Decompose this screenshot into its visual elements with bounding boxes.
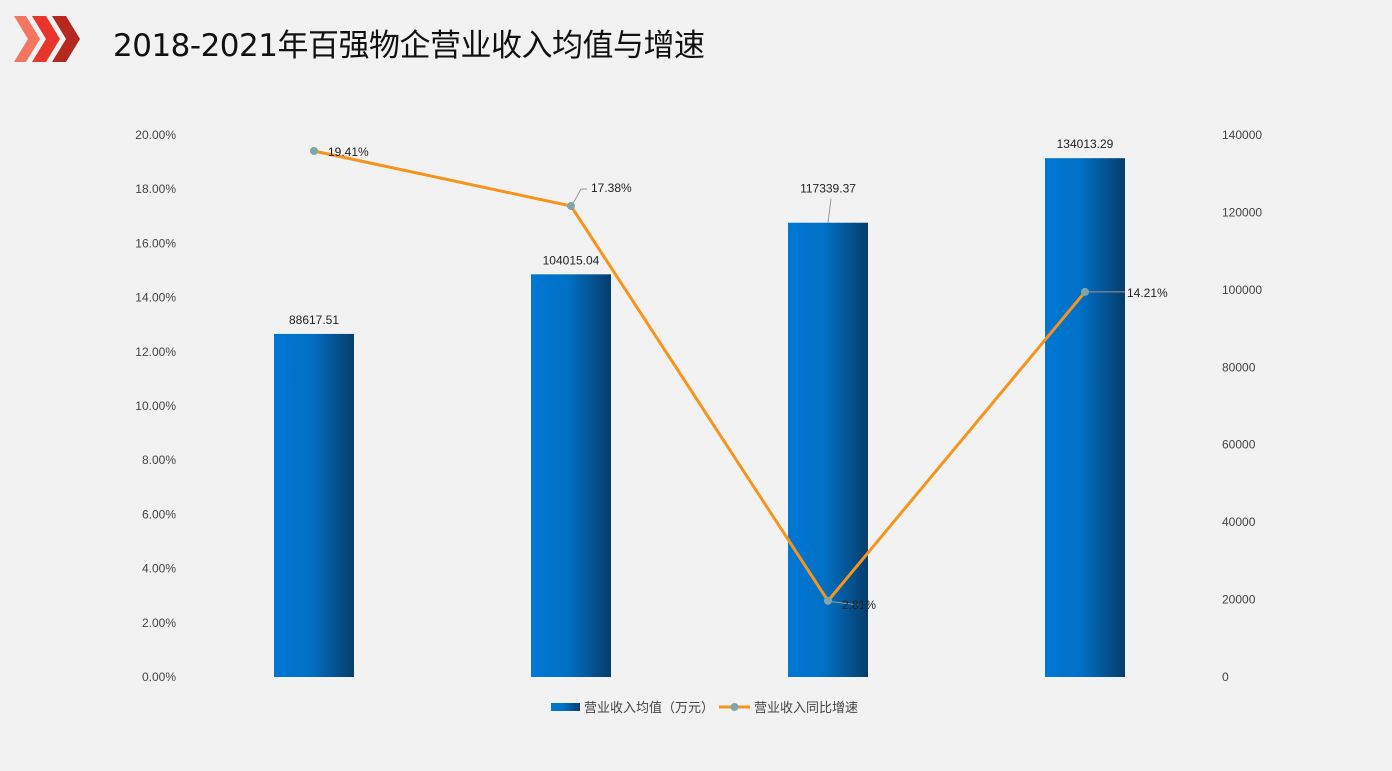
line-data-label: 2.81% [842, 598, 876, 612]
left-axis-tick: 4.00% [142, 562, 176, 576]
legend-bar-label: 营业收入均值（万元） [584, 700, 714, 716]
line-series [313, 149, 1087, 604]
chart-title: 2018-2021年百强物企营业收入均值与增速 [113, 28, 705, 64]
chevron-arrows-icon [14, 16, 80, 62]
right-axis-tick: 80000 [1222, 360, 1256, 374]
left-axis-tick: 16.00% [135, 236, 176, 250]
right-axis-tick: 0 [1222, 670, 1229, 684]
left-axis-tick: 8.00% [142, 453, 176, 467]
right-axis-tick: 40000 [1222, 515, 1256, 529]
bar-data-label: 117339.37 [800, 182, 856, 196]
left-axis-tick: 18.00% [135, 182, 176, 196]
right-axis-tick: 20000 [1222, 593, 1256, 607]
bar-data-label: 134013.29 [1057, 137, 1114, 151]
leader-line [827, 198, 832, 223]
right-axis-tick: 60000 [1222, 438, 1256, 452]
left-axis-tick: 2.00% [142, 616, 176, 630]
left-axis-tick: 10.00% [135, 399, 176, 413]
line-marker [310, 146, 318, 155]
leader-line [827, 600, 859, 606]
legend-line-marker [730, 703, 739, 711]
left-axis-tick: 6.00% [142, 507, 176, 521]
bar-data-label: 88617.51 [289, 313, 339, 327]
right-axis-tick: 100000 [1222, 283, 1262, 297]
left-axis-tick: 14.00% [135, 291, 176, 305]
bar-data-label: 104015.04 [543, 253, 600, 267]
bar [1045, 158, 1125, 677]
legend-bar-swatch [551, 703, 580, 711]
bar [274, 333, 354, 677]
right-axis-tick: 140000 [1222, 128, 1262, 142]
legend-line-label: 营业收入同比增速 [754, 701, 858, 716]
right-axis-tick: 120000 [1222, 205, 1262, 219]
leader-line [570, 188, 587, 207]
left-axis-tick: 12.00% [135, 345, 176, 359]
line-data-label: 17.38% [591, 181, 632, 195]
left-axis-tick: 0.00% [142, 670, 176, 684]
line-data-label: 19.41% [328, 145, 369, 159]
left-axis-tick: 20.00% [135, 128, 176, 142]
bar [531, 274, 611, 677]
line-data-label: 14.21% [1127, 286, 1168, 300]
